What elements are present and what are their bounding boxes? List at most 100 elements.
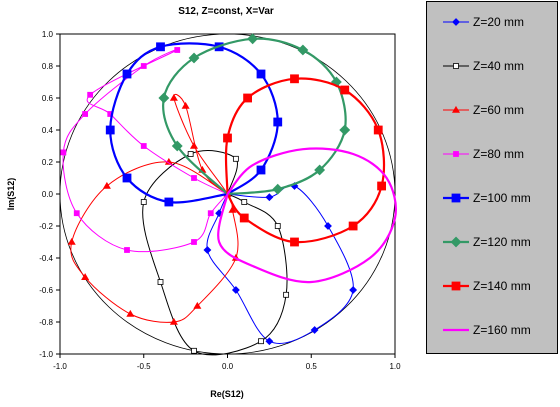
data-point (207, 210, 214, 217)
legend-swatch (443, 105, 469, 113)
chart-legend: Z=20 mm Z=40 mm Z=60 mm Z=80 mm Z=100 mm Z=12… (426, 1, 558, 354)
legend-swatch (443, 328, 469, 332)
x-axis-label: Re(S12) (210, 389, 244, 399)
legend-label: Z=80 mm (473, 147, 525, 161)
data-point (273, 117, 283, 127)
y-tick-label: 0.2 (42, 158, 54, 167)
y-tick-label: -0.6 (39, 286, 53, 295)
series-line (62, 48, 228, 253)
legend-marker (453, 151, 459, 157)
chart-plot: S12, Z=const, X=Var -1.0 -0.5 0.0 0.5 1.0 1.… (6, 6, 401, 399)
series-6 (158, 33, 351, 196)
series-group (60, 33, 397, 356)
data-point (82, 111, 89, 117)
y-tick-label: -0.2 (39, 222, 53, 231)
data-point (265, 337, 274, 346)
data-point (105, 125, 115, 135)
data-point (349, 286, 358, 294)
data-point (193, 301, 202, 309)
x-axis-ticks: -1.0 -0.5 0.0 0.5 1.0 (53, 354, 401, 371)
series-5 (105, 42, 283, 207)
legend-marker (451, 193, 461, 203)
legend-item: Z=160 mm (427, 320, 557, 340)
data-point (256, 69, 266, 79)
data-point (340, 85, 350, 95)
data-point (81, 273, 90, 281)
data-point (191, 239, 197, 245)
data-point (87, 91, 94, 98)
data-point (124, 247, 130, 253)
data-point (188, 52, 200, 64)
legend-item: Z=40 mm (427, 56, 557, 76)
data-point (241, 199, 248, 205)
data-point (283, 291, 290, 298)
data-point (231, 286, 240, 294)
data-point (290, 237, 299, 247)
data-point (247, 33, 259, 45)
legend-swatch (443, 18, 469, 26)
y-tick-label: 0.0 (42, 190, 54, 199)
x-tick-label: 0.5 (306, 362, 318, 371)
data-point (324, 222, 332, 230)
data-point (272, 183, 284, 195)
data-point (256, 165, 266, 175)
y-tick-label: 0.6 (42, 94, 54, 103)
legend-label: Z=140 mm (473, 279, 531, 293)
series-4 (60, 47, 228, 253)
y-tick-label: -0.4 (39, 254, 53, 263)
series-line (70, 93, 239, 323)
data-point (60, 149, 67, 156)
legend-item: Z=100 mm (427, 188, 557, 208)
y-tick-label: -0.8 (39, 318, 53, 327)
legend-marker (450, 236, 462, 248)
data-point (265, 193, 274, 202)
data-point (232, 155, 239, 162)
data-point (377, 181, 387, 191)
data-point (297, 44, 309, 56)
data-point (140, 199, 147, 205)
y-tick-label: -1.0 (39, 350, 53, 359)
legend-swatch (443, 151, 469, 157)
data-point (67, 237, 76, 245)
data-point (122, 69, 132, 79)
y-axis-label: Im(S12) (6, 178, 16, 211)
legend-item: Z=120 mm (427, 232, 557, 252)
data-point (157, 279, 164, 285)
data-point (191, 175, 197, 181)
data-point (310, 326, 319, 334)
data-point (348, 221, 358, 231)
data-point (274, 223, 281, 229)
legend-swatch (443, 63, 469, 69)
data-point (243, 93, 253, 103)
data-point (73, 210, 80, 217)
data-point (140, 143, 147, 149)
legend-swatch (443, 281, 469, 291)
data-point (102, 181, 111, 189)
y-tick-label: 0.4 (42, 126, 54, 135)
data-point (171, 140, 183, 152)
data-point (373, 125, 383, 135)
legend-marker (452, 18, 460, 26)
legend-label: Z=160 mm (473, 323, 531, 337)
chart-title: S12, Z=const, X=Var (178, 6, 274, 17)
legend-swatch (443, 193, 469, 203)
data-point (126, 309, 135, 317)
legend-swatch (443, 236, 469, 248)
series-7 (223, 74, 387, 247)
y-tick-label: 1.0 (42, 30, 54, 39)
legend-label: Z=120 mm (473, 235, 531, 249)
legend-item: Z=20 mm (427, 12, 557, 32)
data-point (189, 141, 199, 149)
data-point (228, 205, 237, 213)
data-point (191, 347, 197, 354)
legend-item: Z=80 mm (427, 144, 557, 164)
data-point (290, 74, 299, 84)
data-point (239, 213, 249, 223)
data-point (140, 63, 147, 69)
data-point (174, 47, 181, 53)
legend-label: Z=20 mm (473, 15, 525, 29)
data-point (169, 317, 178, 325)
data-point (203, 246, 212, 254)
data-point (258, 338, 264, 345)
data-point (164, 197, 174, 207)
